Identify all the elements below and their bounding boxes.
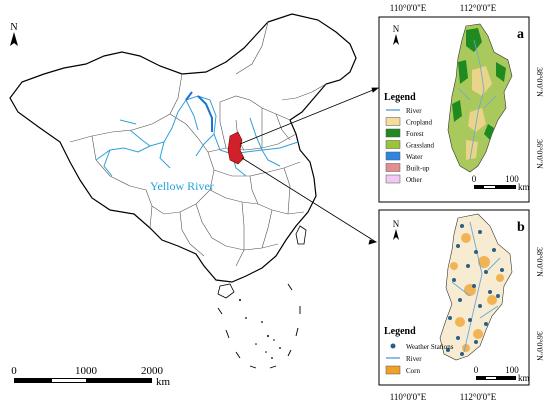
- panel-b-scale-bar: 0 100 km: [474, 365, 530, 383]
- bottom-coord-112: 112°0'0"E: [460, 392, 497, 402]
- panel-a-legend: River Cropland Forest Grassland Water Built-u…: [385, 107, 434, 184]
- scale-tick-1000: 1000: [75, 365, 98, 377]
- panel-a-scale-100: 100: [505, 174, 519, 184]
- panel-a-legend-symbol-water: [385, 151, 401, 161]
- panel-a-north-arrow: N: [393, 24, 400, 45]
- panel-a-lat-36: 36°0'0"N: [535, 139, 544, 169]
- hainan-island: [217, 283, 235, 299]
- top-coord-112: 112°0'0"E: [460, 3, 497, 13]
- panel-a-letter: a: [517, 27, 524, 42]
- panel-a-rivers: [457, 39, 497, 161]
- main-scale-bar: 0 1000 2000 km: [11, 365, 170, 388]
- panel-b-north-arrow: N: [393, 219, 400, 240]
- panel-b-legend: Weather Stations River Corn: [385, 343, 454, 375]
- scale-unit: km: [156, 376, 171, 388]
- panel-a-legend-symbol-cropland: [385, 117, 401, 126]
- china-map: Yellow River: [9, 13, 357, 369]
- panel-b-lat-38: 38°0'0"N: [535, 247, 544, 277]
- bottom-coord-110: 110°0'0"E: [390, 392, 427, 402]
- south-china-sea-dashes: [217, 283, 301, 369]
- panel-b-legend-label-corn: Corn: [406, 367, 421, 375]
- yellow-river-main: [185, 91, 213, 132]
- panel-a-legend-symbol-grassland: [385, 140, 401, 149]
- panel-a-legend-symbol-other: [385, 174, 401, 184]
- north-label: N: [10, 22, 17, 33]
- panel-a-legend-title: Legend: [384, 92, 416, 103]
- panel-b-scale-0: 0: [474, 365, 479, 375]
- panel-a-legend-symbol-built-up: [385, 163, 401, 172]
- north-arrow: N: [10, 22, 18, 46]
- panel-b-rivers: [451, 221, 501, 353]
- scale-tick-2000: 2000: [141, 365, 164, 377]
- panel-a-legend-label-water: Water: [406, 153, 423, 161]
- panel-a-legend-label-other: Other: [406, 176, 423, 184]
- study-area: [227, 131, 245, 165]
- province-boundaries: [69, 21, 327, 267]
- panel-a-forest: [452, 28, 506, 140]
- panel-a-legend-label-built-up: Built-up: [406, 165, 430, 173]
- pointer-lines: [239, 87, 380, 245]
- panel-b-north-label: N: [393, 219, 400, 229]
- panel-b-legend-title: Legend: [384, 326, 416, 337]
- panel-b-legend-symbol-corn: [385, 365, 401, 375]
- south-china-sea-islands: [239, 299, 281, 359]
- panel-b-scale-unit: km: [518, 373, 530, 383]
- panel-a-lat-38: 38°0'0"N: [535, 67, 544, 97]
- panel-b-lat-36: 36°0'0"N: [535, 331, 544, 361]
- panel-a-north-label: N: [393, 24, 400, 34]
- taiwan-island: [295, 225, 307, 245]
- panel-a-scale-bar: 0 100 km: [472, 174, 530, 192]
- panel-b-legend-label-river: River: [406, 355, 422, 363]
- panel-b-letter: b: [517, 220, 525, 235]
- panel-a-legend-label-river: River: [406, 107, 422, 115]
- panel-b-legend-symbol-weather-stations: [390, 343, 396, 349]
- panel-b-legend-label-weather-stations: Weather Stations: [406, 343, 454, 351]
- panel-a: a N 38°0'0"N 36°0'0"N Legend River Cropla…: [378, 16, 544, 203]
- china-outline: [9, 13, 357, 283]
- panel-a-legend-label-forest: Forest: [406, 130, 424, 138]
- top-coord-110: 110°0'0"E: [390, 3, 427, 13]
- panel-a-legend-label-cropland: Cropland: [406, 119, 433, 127]
- scale-tick-0: 0: [11, 365, 17, 377]
- panel-a-scale-0: 0: [472, 174, 477, 184]
- panel-a-legend-label-grassland: Grassland: [406, 142, 434, 150]
- panel-b: b N 38°0'0"N 36°0'0"N: [378, 209, 544, 386]
- panel-a-legend-symbol-forest: [385, 128, 401, 138]
- panel-b-scale-100: 100: [505, 365, 519, 375]
- panel-a-scale-unit: km: [518, 182, 530, 192]
- yellow-river-label: Yellow River: [150, 179, 214, 193]
- panel-b-weather-stations: [446, 224, 504, 356]
